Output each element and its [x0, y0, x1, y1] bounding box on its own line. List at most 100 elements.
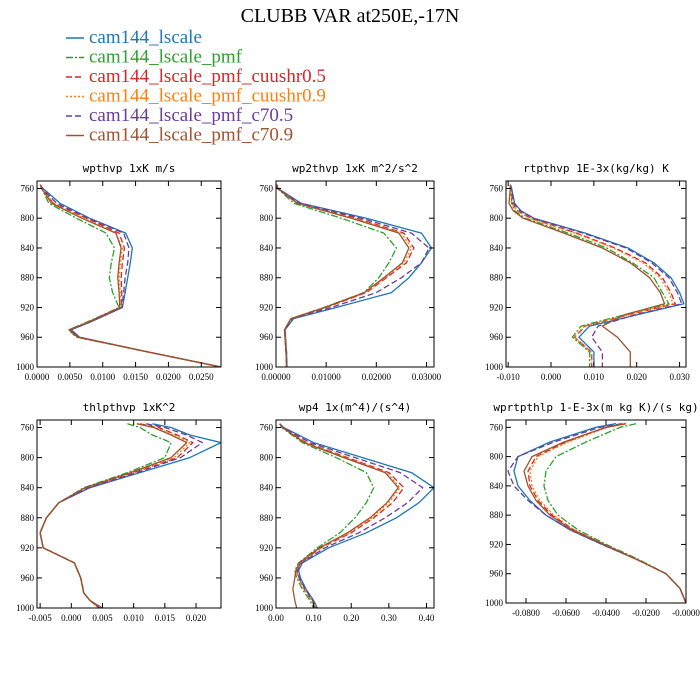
figure-title: CLUBB VAR at250E,-17N — [241, 5, 460, 27]
series-line — [276, 184, 433, 367]
y-tick-label: 840 — [490, 481, 504, 491]
y-tick-label: 880 — [21, 513, 35, 523]
y-tick-label: 960 — [21, 332, 35, 342]
chart-panel: wp2thvp 1xK m^2/s^2 760 800 840 880 920 960 100… — [255, 162, 442, 382]
x-tick-label: 0.02000 — [362, 372, 392, 382]
x-tick-label: -0.0600 — [552, 608, 580, 618]
y-tick-label: 760 — [21, 423, 35, 433]
y-tick-label: 920 — [21, 302, 35, 312]
series-line — [543, 423, 686, 603]
panel-title: wprtpthlp 1-E-3x(m kg K)/(s kg) — [493, 401, 698, 414]
series-line — [279, 423, 399, 608]
y-tick-label: 760 — [490, 183, 504, 193]
legend-label: cam144_lscale_pmf_cuushr0.5 — [89, 66, 326, 87]
series-line — [527, 423, 686, 603]
y-tick-label: 880 — [260, 513, 274, 523]
x-tick-label: -0.005 — [28, 613, 52, 623]
series-line — [39, 423, 172, 608]
y-tick-label: 800 — [490, 452, 504, 462]
y-tick-label: 1000 — [16, 362, 35, 372]
legend-label: cam144_lscale_pmf_c70.9 — [89, 125, 293, 146]
series-group — [279, 423, 434, 608]
series-line — [276, 184, 413, 367]
series-line — [279, 423, 434, 608]
y-tick-label: 800 — [21, 213, 35, 223]
y-tick-label: 960 — [490, 332, 504, 342]
series-line — [39, 423, 194, 608]
y-tick-label: 840 — [21, 243, 35, 253]
panel-title: thlpthvp 1xK^2 — [83, 401, 176, 414]
x-tick-label: -0.0000 — [672, 608, 700, 618]
series-line — [509, 184, 670, 367]
x-tick-label: 0.0100 — [90, 372, 115, 382]
y-tick-label: 920 — [260, 302, 274, 312]
y-tick-label: 920 — [21, 543, 35, 553]
series-line — [508, 184, 666, 367]
y-tick-label: 1000 — [485, 598, 504, 608]
panel-title: wpthvp 1xK m/s — [83, 162, 176, 175]
series-line — [39, 184, 221, 367]
x-tick-label: 0.015 — [155, 613, 176, 623]
x-tick-label: 0.005 — [92, 613, 113, 623]
series-line — [279, 423, 405, 608]
x-tick-label: 0.0150 — [123, 372, 148, 382]
y-tick-label: 840 — [260, 243, 274, 253]
plot-frame — [36, 180, 222, 368]
chart-panel: wpthvp 1xK m/s76080084088092096010000.00… — [16, 162, 222, 382]
y-tick-label: 800 — [21, 453, 35, 463]
chart-panel: wp4 1x(m^4)/(s^4)76080084088092096010000… — [255, 401, 435, 623]
series-group — [39, 184, 221, 367]
series-line — [279, 423, 424, 608]
series-line — [276, 184, 410, 367]
y-tick-label: 1000 — [255, 603, 274, 613]
x-tick-label: 0.0050 — [57, 372, 82, 382]
chart-panel: rtpthvp 1E-3x(kg/kg) K 760 800 840 880 920 960… — [485, 162, 690, 382]
x-tick-label: 0.000 — [61, 613, 82, 623]
y-tick-label: 800 — [260, 213, 274, 223]
x-tick-label: -0.0200 — [632, 608, 660, 618]
series-line — [39, 423, 188, 608]
x-tick-label: 0.0200 — [156, 372, 181, 382]
series-group — [39, 423, 221, 608]
y-tick-label: 920 — [490, 539, 504, 549]
x-tick-label: -0.0800 — [512, 608, 540, 618]
series-line — [39, 184, 221, 367]
plot-frame — [505, 419, 687, 604]
x-tick-label: 0.0000 — [25, 372, 50, 382]
series-line — [509, 184, 685, 367]
y-tick-label: 800 — [260, 453, 274, 463]
series-line — [513, 423, 686, 603]
x-tick-label: 0.010 — [124, 613, 145, 623]
y-tick-label: 840 — [260, 483, 274, 493]
x-tick-label: 0.01000 — [312, 372, 342, 382]
y-tick-label: 1000 — [255, 362, 274, 372]
y-tick-label: 760 — [21, 183, 35, 193]
legend-label: cam144_lscale_pmf — [89, 47, 243, 68]
series-group — [276, 184, 433, 367]
legend-label: cam144_lscale_pmf_cuushr0.9 — [89, 86, 326, 107]
series-line — [276, 184, 415, 367]
legend-label: cam144_lscale_pmf_c70.5 — [89, 105, 293, 126]
series-group — [507, 423, 686, 603]
x-tick-label: 0.40 — [419, 613, 435, 623]
x-tick-label: 0.000 — [541, 372, 562, 382]
y-tick-label: 760 — [260, 183, 274, 193]
y-tick-label: 960 — [260, 573, 274, 583]
y-tick-label: 960 — [490, 569, 504, 579]
panel-title: rtpthvp 1E-3x(kg/kg) K — [523, 162, 669, 175]
plot-frame — [275, 180, 435, 368]
y-tick-label: 880 — [21, 273, 35, 283]
series-group — [508, 184, 685, 367]
y-tick-label: 840 — [490, 243, 504, 253]
y-tick-label: 800 — [490, 213, 504, 223]
x-tick-label: 0.020 — [627, 372, 648, 382]
chart-panel: thlpthvp 1xK^2 760 800 840 880 920 960 1000-0.0… — [16, 401, 222, 623]
y-tick-label: 760 — [490, 422, 504, 432]
y-tick-label: 880 — [490, 510, 504, 520]
x-tick-label: 0.00 — [268, 613, 284, 623]
series-line — [39, 184, 221, 367]
series-line — [39, 184, 221, 367]
series-line — [39, 184, 221, 367]
legend-label: cam144_lscale — [89, 27, 202, 48]
